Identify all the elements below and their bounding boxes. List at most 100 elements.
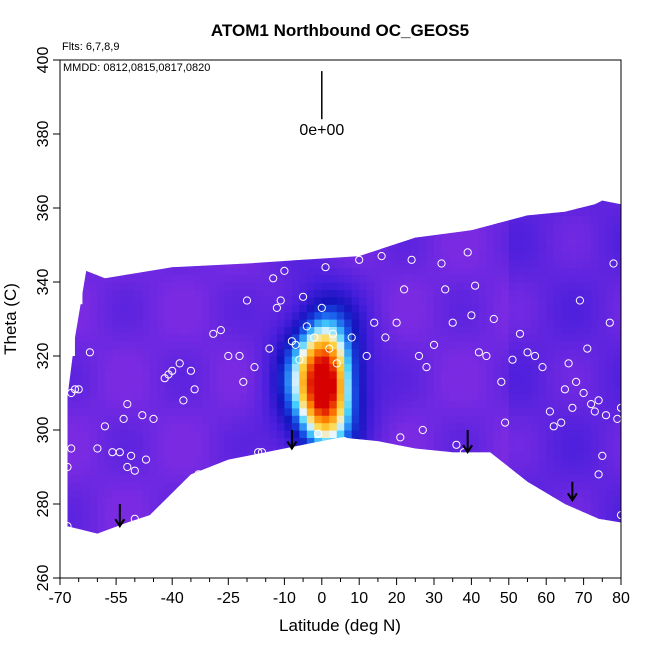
heatmap-cell [486, 259, 495, 268]
heatmap-cell [306, 370, 315, 379]
heatmap-cell [172, 311, 181, 320]
heatmap-cell [127, 489, 136, 498]
heatmap-cell [448, 363, 458, 372]
heatmap-cell [426, 326, 435, 335]
heatmap-cell [149, 274, 158, 283]
heatmap-cell [523, 304, 532, 313]
heatmap-cell [456, 296, 465, 305]
heatmap-cell [613, 370, 621, 379]
heatmap-cell [523, 311, 532, 320]
heatmap-cell [336, 333, 345, 342]
heatmap-cell [553, 230, 562, 239]
heatmap-cell [374, 393, 383, 401]
heatmap-cell [276, 422, 285, 431]
heatmap-cell [553, 459, 562, 468]
heatmap-cell [553, 452, 562, 461]
heatmap-cell [591, 370, 600, 379]
heatmap-cell [366, 363, 375, 372]
heatmap-cell [142, 370, 151, 379]
heatmap-cell [411, 326, 420, 335]
heatmap-cell [261, 259, 271, 268]
heatmap-cell [149, 341, 158, 350]
heatmap-cell [419, 311, 428, 320]
heatmap-cell [164, 415, 173, 424]
heatmap-cell [239, 437, 248, 446]
heatmap-cell [336, 341, 345, 350]
heatmap-cell [598, 385, 607, 394]
heatmap-cell [456, 282, 465, 290]
heatmap-cell [179, 444, 188, 453]
heatmap-cell [493, 282, 502, 290]
heatmap-cell [493, 237, 502, 246]
heatmap-cell [456, 222, 465, 231]
heatmap-cell [419, 296, 428, 305]
heatmap-cell [209, 452, 218, 461]
heatmap-cell [344, 370, 353, 379]
heatmap-cell [74, 489, 84, 498]
heatmap-cell [463, 422, 472, 431]
heatmap-cell [254, 422, 263, 431]
heatmap-cell [359, 356, 368, 364]
heatmap-cell [478, 370, 487, 379]
heatmap-cell [172, 326, 181, 335]
heatmap-cell [486, 289, 495, 298]
heatmap-cell [523, 252, 532, 261]
heatmap-cell [67, 370, 76, 379]
heatmap-cell [396, 370, 405, 379]
heatmap-cell [194, 444, 203, 453]
heatmap-cell [269, 348, 278, 357]
heatmap-cell [224, 304, 233, 313]
heatmap-cell [149, 474, 158, 483]
heatmap-cell [60, 534, 68, 542]
heatmap-cell [531, 245, 540, 253]
heatmap-cell [583, 370, 592, 379]
heatmap-cell [202, 444, 211, 453]
heatmap-cell [232, 267, 241, 276]
heatmap-cell [478, 459, 487, 468]
heatmap-cell [112, 304, 121, 313]
heatmap-cell [134, 400, 143, 409]
heatmap-cell [254, 385, 263, 394]
heatmap-cell [232, 304, 241, 313]
heatmap-cell [404, 282, 413, 290]
heatmap-cell [149, 496, 158, 505]
heatmap-cell [269, 282, 278, 290]
data-point [209, 329, 218, 338]
heatmap-cell [179, 474, 188, 483]
heatmap-cell [164, 333, 173, 342]
heatmap-cell [411, 282, 420, 290]
heatmap-cell [157, 459, 166, 468]
heatmap-cell [501, 356, 510, 364]
data-point [422, 363, 431, 372]
heatmap-cell [194, 274, 203, 283]
heatmap-cell [576, 252, 585, 261]
heatmap-cell [613, 481, 621, 490]
heatmap-cell [157, 415, 166, 424]
heatmap-cell [89, 496, 98, 505]
heatmap-cell [583, 252, 592, 261]
heatmap-cell [508, 385, 517, 394]
heatmap-cell [187, 422, 196, 431]
heatmap-cell [187, 459, 196, 468]
heatmap-cell [276, 311, 285, 320]
heatmap-cell [471, 333, 480, 342]
heatmap-cell [67, 400, 69, 409]
heatmap-cell [97, 518, 106, 527]
heatmap-cell [561, 237, 570, 246]
heatmap-cell [448, 274, 458, 283]
heatmap-cell [359, 282, 368, 290]
heatmap-cell [254, 326, 263, 335]
heatmap-cell [336, 319, 345, 327]
data-point [250, 363, 259, 372]
heatmap-cell [149, 504, 158, 512]
heatmap-cell [591, 274, 600, 283]
y-tick-label: 400 [35, 47, 52, 74]
heatmap-cell [119, 474, 128, 483]
heatmap-cell [501, 252, 510, 261]
heatmap-cell [224, 282, 233, 290]
heatmap-cell [516, 415, 525, 424]
heatmap-cell [568, 341, 577, 350]
heatmap-cell [112, 444, 121, 453]
heatmap-cell [157, 481, 166, 490]
heatmap-cell [501, 459, 510, 468]
